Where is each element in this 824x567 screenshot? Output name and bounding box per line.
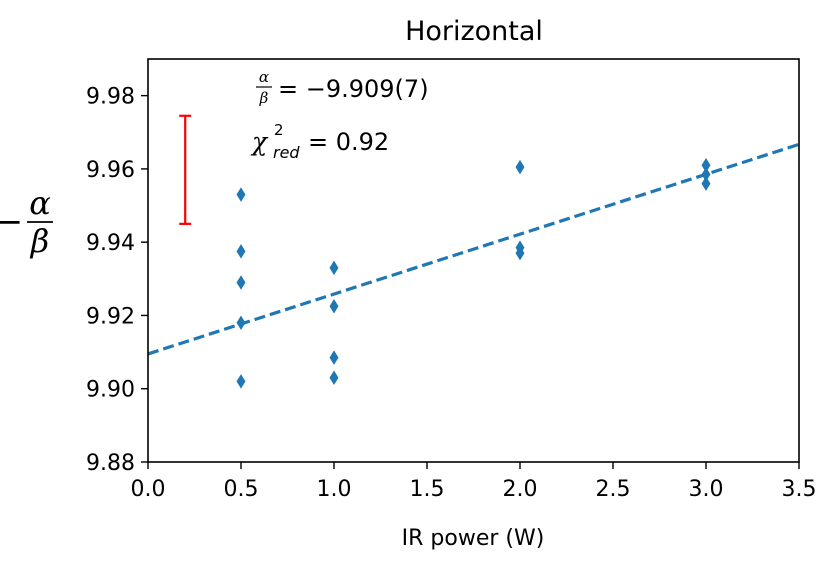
x-tick-label: 2.5	[596, 477, 631, 502]
fit-line	[147, 142, 800, 356]
plot-frame	[147, 58, 800, 463]
x-tick-label: 0.0	[131, 477, 166, 502]
x-axis-ticks: 0.0 0.5 1.0 1.5 2.0 2.5 3.0 3.5	[131, 462, 817, 502]
data-point	[236, 187, 246, 202]
chart-title: Horizontal	[405, 16, 543, 47]
y-tick-label: 9.96	[86, 158, 135, 183]
y-axis-label-sign: −	[0, 202, 23, 242]
y-axis-label-denominator: β	[30, 222, 50, 260]
chi2-subscript: red	[273, 143, 300, 162]
data-point	[701, 176, 711, 191]
data-point	[329, 260, 339, 276]
x-tick-label: 1.5	[410, 477, 445, 502]
y-axis-label: − α β	[0, 184, 53, 260]
x-tick-label: 3.0	[689, 477, 724, 502]
x-tick-label: 3.5	[782, 477, 817, 502]
chi2-superscript: 2	[274, 121, 284, 139]
data-point	[236, 244, 246, 259]
plot-marks	[147, 114, 800, 389]
chi2-value: = 0.92	[308, 128, 389, 156]
ratio-annotation-numerator: α	[259, 68, 269, 86]
chi2-annotation: χ 2 red = 0.92	[250, 121, 389, 162]
y-tick-label: 9.98	[86, 85, 135, 110]
data-point	[236, 275, 246, 290]
data-point	[515, 245, 525, 261]
data-point	[236, 374, 246, 389]
x-tick-label: 2.0	[503, 477, 538, 502]
x-axis-label: IR power (W)	[402, 526, 545, 551]
y-tick-label: 9.92	[86, 304, 135, 329]
data-point	[329, 299, 339, 314]
ratio-annotation-denominator: β	[259, 89, 269, 107]
y-tick-label: 9.88	[86, 451, 135, 476]
data-point	[329, 350, 339, 365]
data-point	[329, 370, 339, 385]
y-tick-label: 9.90	[86, 378, 135, 403]
x-tick-label: 1.0	[317, 477, 352, 502]
y-tick-label: 9.94	[86, 231, 135, 256]
ratio-annotation-value: = −9.909(7)	[278, 75, 429, 103]
data-point	[236, 315, 246, 331]
data-point	[515, 159, 525, 175]
chi2-symbol: χ	[250, 127, 269, 156]
y-axis-ticks: 9.88 9.90 9.92 9.94 9.96 9.98	[86, 85, 148, 476]
y-axis-label-numerator: α	[29, 184, 51, 222]
x-tick-label: 0.5	[224, 477, 259, 502]
ratio-annotation: α β = −9.909(7)	[256, 68, 429, 107]
